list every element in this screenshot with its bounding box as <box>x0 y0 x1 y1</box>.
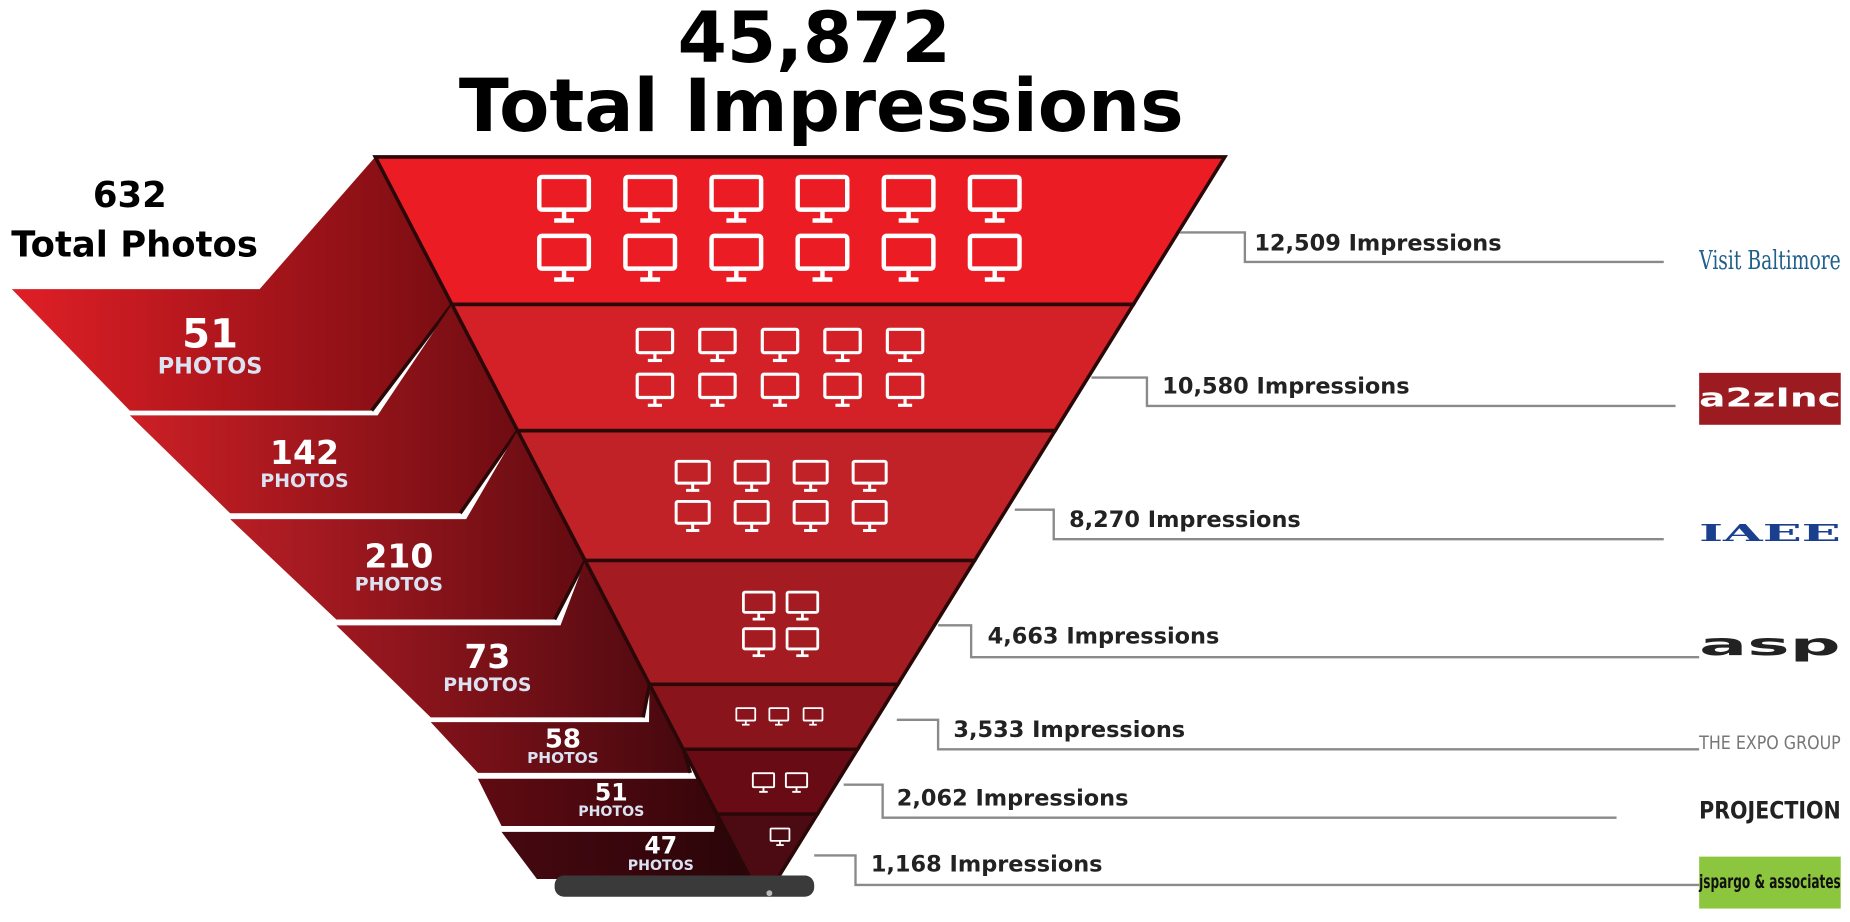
photo-unit: PHOTOS <box>578 804 644 820</box>
impressions-label: 12,509 Impressions <box>1254 231 1501 257</box>
funnel-level <box>650 684 898 749</box>
photo-unit: PHOTOS <box>527 749 599 767</box>
sponsor-logo: Visit Baltimore <box>1698 246 1840 276</box>
photo-count: 47 <box>644 832 677 860</box>
impressions-label: 10,580 Impressions <box>1162 374 1409 400</box>
impressions-label: 4,663 Impressions <box>988 624 1220 650</box>
impressions-label: 3,533 Impressions <box>953 717 1185 743</box>
photo-count: 51 <box>182 311 238 357</box>
photo-count: 73 <box>464 637 510 676</box>
photo-unit: PHOTOS <box>443 674 531 696</box>
impressions-label: 2,062 Impressions <box>897 785 1129 811</box>
photo-count: 142 <box>270 433 339 472</box>
funnel-level <box>585 560 975 684</box>
device-button <box>766 890 772 896</box>
photo-unit: PHOTOS <box>260 470 348 492</box>
total-impressions-caption: Total Impressions <box>459 64 1184 149</box>
funnel-level <box>452 304 1133 430</box>
page: {"chart_data": { "type": "funnel", "tota… <box>0 0 1850 922</box>
device-base <box>555 876 815 897</box>
sponsor-logo: IAEE <box>1699 519 1841 547</box>
photo-unit: PHOTOS <box>158 353 263 379</box>
photo-count: 51 <box>595 779 628 807</box>
total-photos-caption: Total Photos <box>11 225 258 266</box>
sponsor-logo: THE EXPO GROUP <box>1698 732 1840 754</box>
sponsor-logo: asp <box>1699 628 1841 663</box>
sponsor-logo: jspargo & associates <box>1699 871 1841 893</box>
sponsor-logo: PROJECTION <box>1699 796 1841 824</box>
photo-unit: PHOTOS <box>355 574 443 596</box>
impressions-label: 1,168 Impressions <box>871 851 1103 877</box>
photo-unit: PHOTOS <box>628 858 694 874</box>
impressions-label: 8,270 Impressions <box>1069 507 1301 533</box>
chart: 45,872 Total Impressions 632 Total Photo… <box>0 0 1850 922</box>
photo-count: 210 <box>364 537 433 576</box>
funnel-level <box>518 431 1055 561</box>
sponsor-logo: a2zInc <box>1699 383 1841 413</box>
total-photos: 632 <box>93 175 167 216</box>
